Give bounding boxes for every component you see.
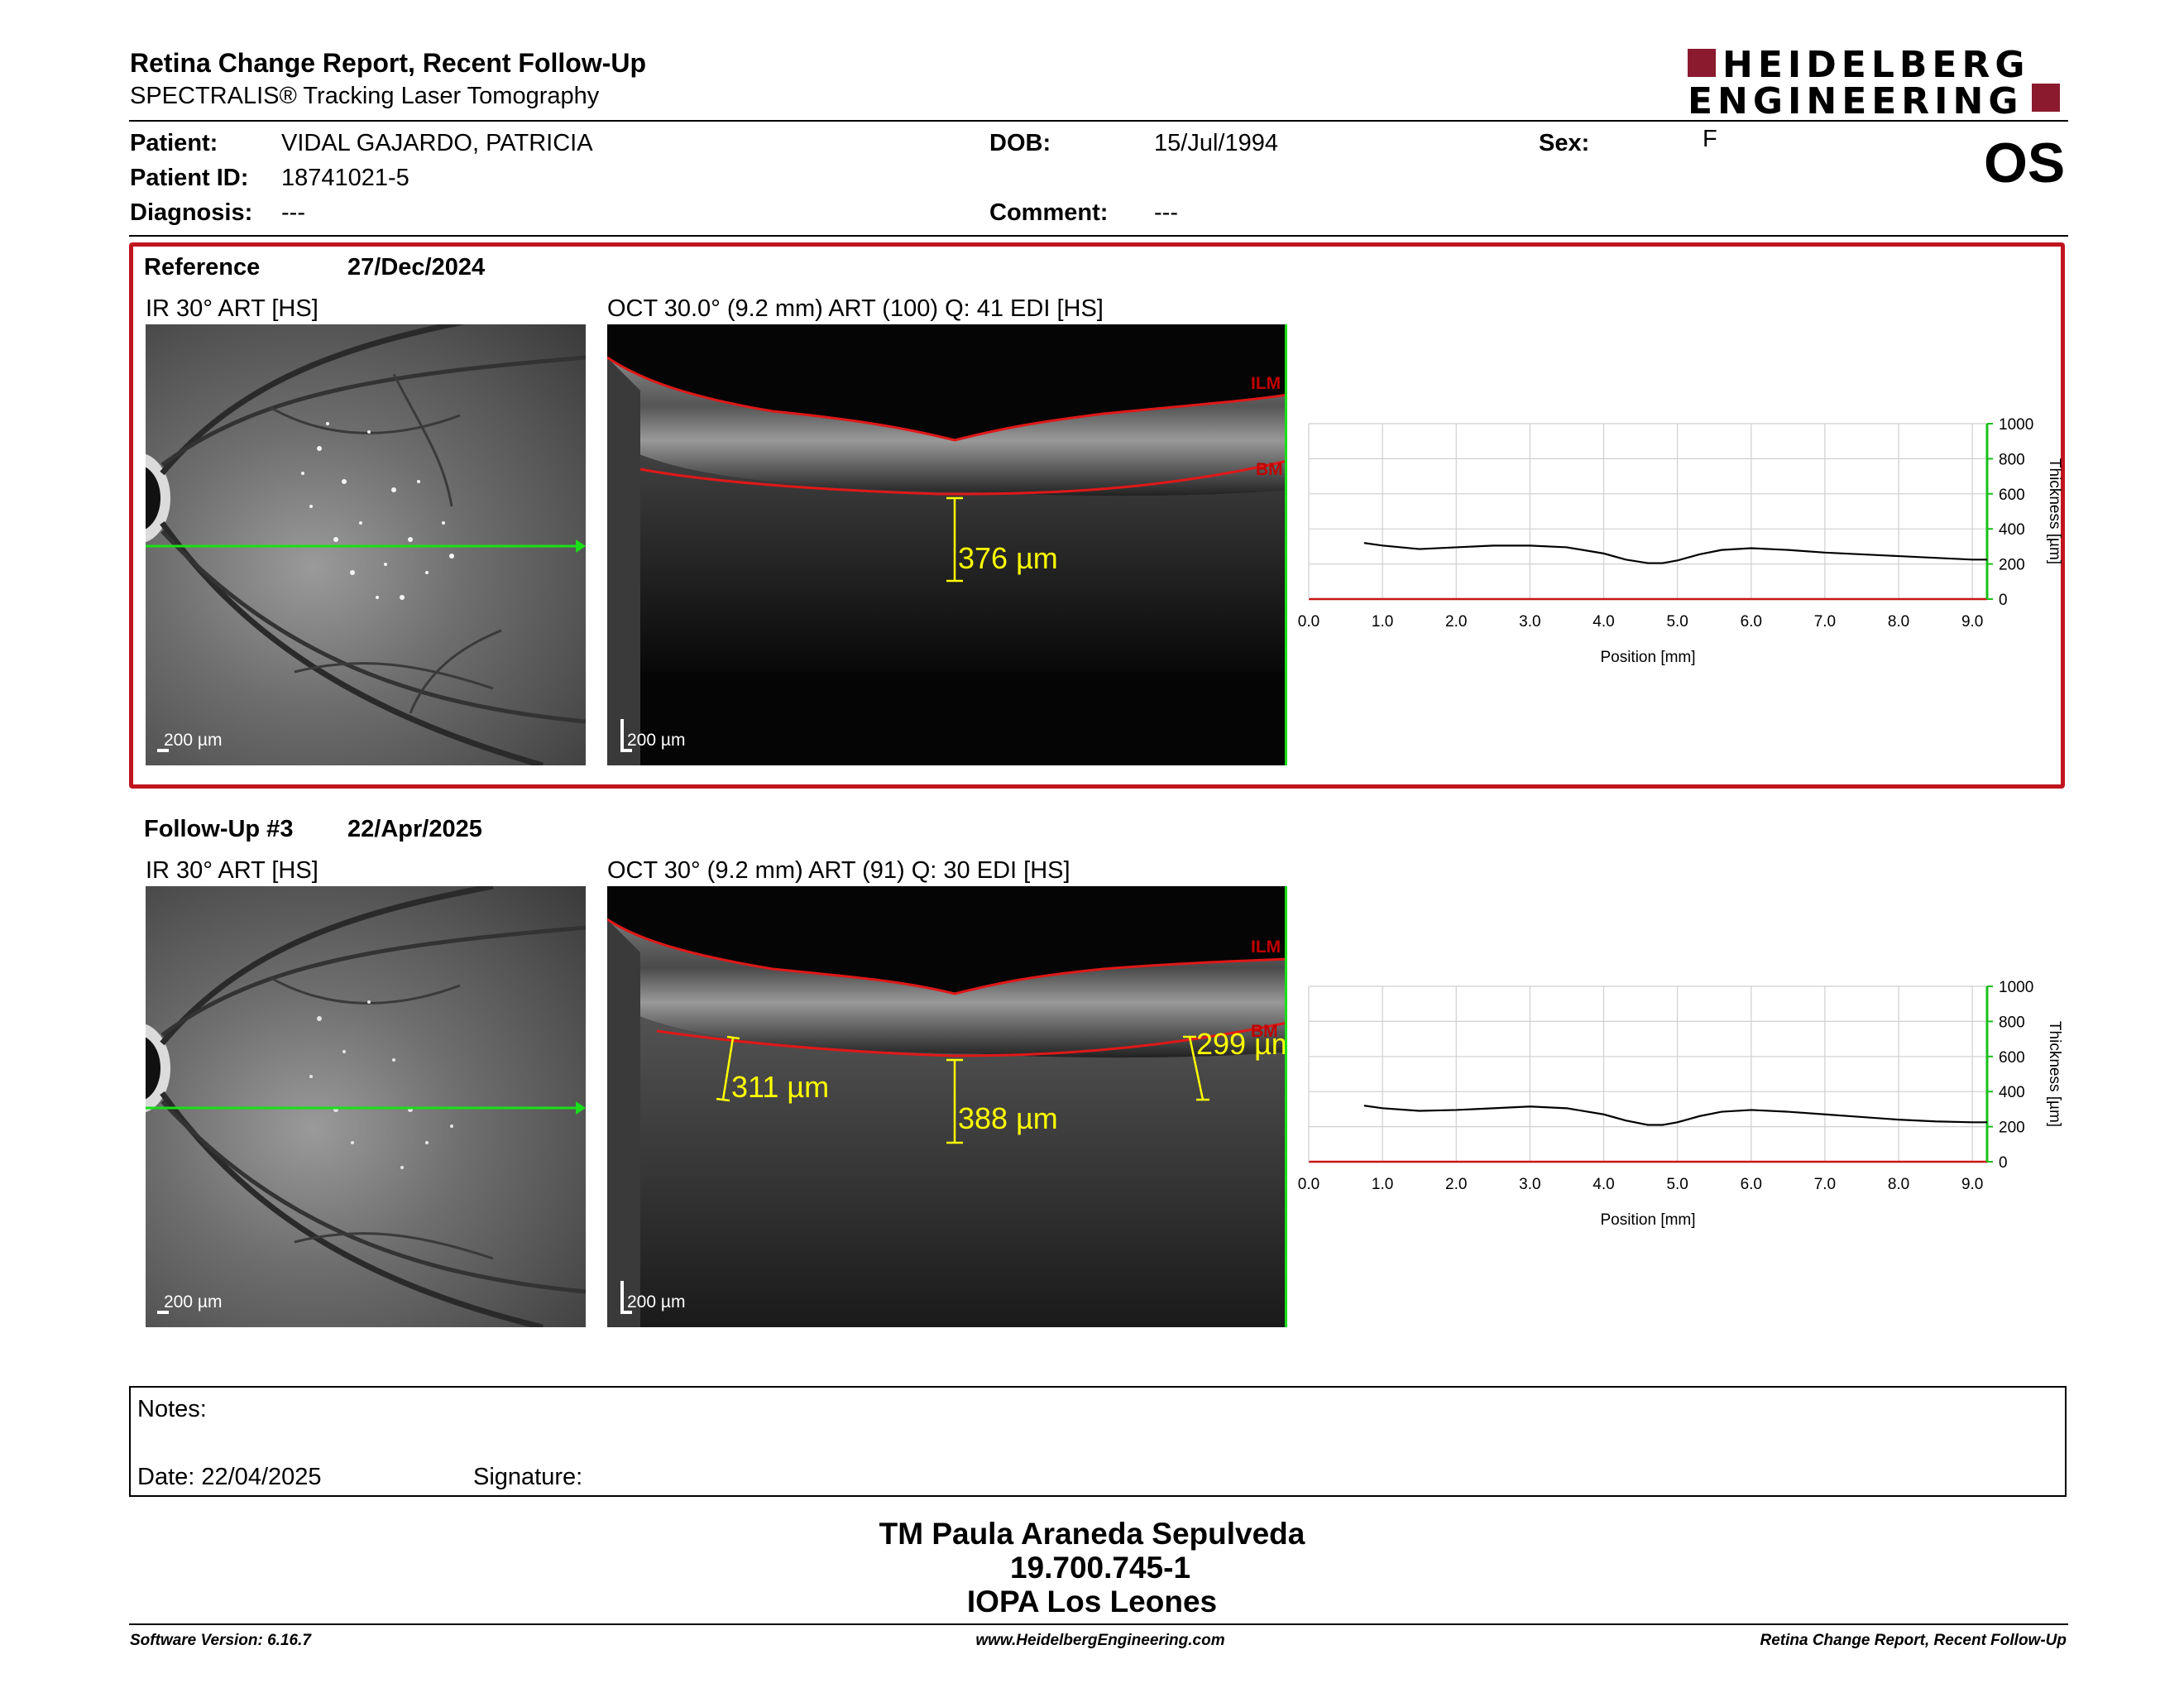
- followup-thickness-chart: 0 200 400 600 800 1000 0.0 1.0 2.0 3.0 4.0 5.0 6.0 7.…: [1298, 979, 2063, 1229]
- patient-id-label: Patient ID:: [130, 165, 249, 191]
- x-tick-label: 1.0: [1372, 613, 1393, 631]
- info-divider: [129, 235, 2068, 237]
- x-tick-label: 4.0: [1592, 613, 1614, 631]
- dob-value: 15/Jul/1994: [1154, 130, 1278, 156]
- x-tick-label: 8.0: [1888, 613, 1909, 631]
- x-tick-label: 0.0: [1298, 1176, 1320, 1193]
- x-tick-label: 7.0: [1814, 1176, 1836, 1193]
- sex-value: F: [1703, 126, 1717, 152]
- x-axis-label: Position [mm]: [1600, 1211, 1695, 1229]
- x-tick-label: 5.0: [1666, 613, 1688, 631]
- reference-oct-bscan[interactable]: ILM BM 376 µm 200 µm: [607, 324, 1287, 765]
- ilm-label: ILM: [1251, 374, 1281, 393]
- bm-label: BM: [1251, 1022, 1278, 1041]
- followup-label: Follow-Up #3: [144, 816, 294, 842]
- software-version: Software Version: 6.16.7: [130, 1632, 311, 1649]
- notes-box[interactable]: Notes: Date: 22/04/2025 Signature:: [129, 1386, 2067, 1497]
- thickness-measurement-left: 311 µm: [731, 1070, 830, 1104]
- signer-name: TM Paula Araneda Sepulveda: [879, 1517, 1305, 1551]
- logo-line-2: ENGINEERING: [1688, 80, 2024, 122]
- signature-label: Signature:: [473, 1464, 583, 1490]
- y-tick-label: 1000: [1999, 979, 2033, 996]
- followup-date: 22/Apr/2025: [347, 816, 482, 842]
- y-tick-label: 1000: [1999, 416, 2033, 434]
- x-tick-label: 5.0: [1666, 1176, 1688, 1193]
- y-tick-label: 800: [1999, 1014, 2025, 1031]
- notes-label: Notes:: [137, 1396, 207, 1422]
- x-tick-label: 9.0: [1961, 1176, 1983, 1193]
- y-tick-label: 200: [1999, 1120, 2025, 1137]
- diagnosis-value: ---: [281, 199, 305, 226]
- y-axis-label: Thickness [µm]: [2046, 1021, 2063, 1127]
- diagnosis-label: Diagnosis:: [130, 199, 253, 226]
- x-tick-label: 1.0: [1372, 1176, 1393, 1193]
- logo-square-icon: [1688, 49, 1716, 77]
- notes-date: Date: 22/04/2025: [137, 1464, 322, 1490]
- thickness-series-line: [1363, 542, 1987, 564]
- y-tick-label: 0: [1999, 592, 2008, 609]
- fundus-vessels-icon: [146, 886, 586, 1327]
- footer-report-name: Retina Change Report, Recent Follow-Up: [1760, 1632, 2067, 1649]
- eye-label: OS: [1984, 132, 2066, 194]
- y-tick-label: 800: [1999, 451, 2025, 468]
- logo-square-icon: [2032, 84, 2060, 112]
- website-link[interactable]: www.HeidelbergEngineering.com: [975, 1632, 1225, 1649]
- reference-ir-title: IR 30° ART [HS]: [146, 295, 318, 322]
- comment-label: Comment:: [989, 199, 1109, 226]
- followup-ir-title: IR 30° ART [HS]: [146, 857, 318, 884]
- y-tick-label: 0: [1999, 1154, 2008, 1172]
- y-tick-label: 400: [1999, 1084, 2025, 1101]
- logo-line-1: HEIDELBERG: [1722, 44, 2030, 86]
- thickness-measurement-right: 299 µm: [1196, 1027, 1287, 1061]
- report-subtitle: SPECTRALIS® Tracking Laser Tomography: [130, 83, 600, 109]
- followup-oct-bscan[interactable]: ILM BM 311 µm 388 µm 299 µm 200 µm: [607, 886, 1287, 1327]
- y-tick-label: 600: [1999, 487, 2025, 504]
- reference-date: 27/Dec/2024: [347, 254, 486, 281]
- x-tick-label: 4.0: [1592, 1176, 1614, 1193]
- reference-label: Reference: [144, 254, 261, 281]
- followup-ir-image[interactable]: 200 µm: [146, 886, 586, 1327]
- x-tick-label: 7.0: [1814, 613, 1836, 631]
- reference-ir-image[interactable]: 200 µm: [146, 324, 586, 765]
- report-title: Retina Change Report, Recent Follow-Up: [130, 48, 647, 78]
- dob-label: DOB:: [989, 130, 1051, 156]
- x-axis-label: Position [mm]: [1600, 649, 1695, 666]
- reference-thickness-chart: 0 200 400 600 800 1000 0.0 1.0 2.0 3.0 4.0 5.0 6.0 7.…: [1298, 416, 2063, 666]
- header-divider: [129, 120, 2068, 122]
- patient-name: VIDAL GAJARDO, PATRICIA: [281, 130, 593, 156]
- signer-org: IOPA Los Leones: [966, 1585, 1218, 1618]
- comment-value: ---: [1154, 199, 1178, 226]
- y-tick-label: 200: [1999, 557, 2025, 574]
- thickness-series-line: [1363, 1105, 1987, 1126]
- x-tick-label: 9.0: [1961, 613, 1983, 631]
- x-tick-label: 2.0: [1445, 1176, 1467, 1193]
- oct-bscan-graphic: [607, 918, 1287, 1327]
- x-tick-label: 6.0: [1741, 613, 1762, 631]
- x-tick-label: 3.0: [1519, 613, 1540, 631]
- y-axis-label: Thickness [µm]: [2046, 458, 2063, 564]
- thickness-measurement: 376 µm: [958, 541, 1058, 575]
- footer-divider: [129, 1623, 2068, 1625]
- fundus-vessels-icon: [146, 324, 586, 765]
- thickness-measurement-center: 388 µm: [958, 1101, 1058, 1135]
- sex-label: Sex:: [1539, 130, 1590, 156]
- ilm-label: ILM: [1251, 938, 1281, 957]
- x-tick-label: 0.0: [1298, 613, 1320, 631]
- y-tick-label: 400: [1999, 521, 2025, 539]
- patient-label: Patient:: [130, 130, 218, 156]
- oct-bscan-graphic: [607, 356, 1287, 765]
- x-tick-label: 8.0: [1888, 1176, 1909, 1193]
- scan-edge-marker: [1285, 886, 1287, 1327]
- scan-edge-marker: [1285, 324, 1287, 765]
- followup-oct-title: OCT 30° (9.2 mm) ART (91) Q: 30 EDI [HS]: [607, 857, 1070, 884]
- reference-oct-title: OCT 30.0° (9.2 mm) ART (100) Q: 41 EDI […: [607, 295, 1104, 322]
- x-tick-label: 3.0: [1519, 1176, 1540, 1193]
- x-tick-label: 6.0: [1741, 1176, 1762, 1193]
- reference-frame: [129, 242, 2065, 789]
- signer-id: 19.700.745-1: [1009, 1551, 1191, 1585]
- patient-id: 18741021-5: [281, 165, 410, 191]
- bm-label: BM: [1256, 460, 1283, 479]
- x-tick-label: 2.0: [1445, 613, 1467, 631]
- y-tick-label: 600: [1999, 1049, 2025, 1067]
